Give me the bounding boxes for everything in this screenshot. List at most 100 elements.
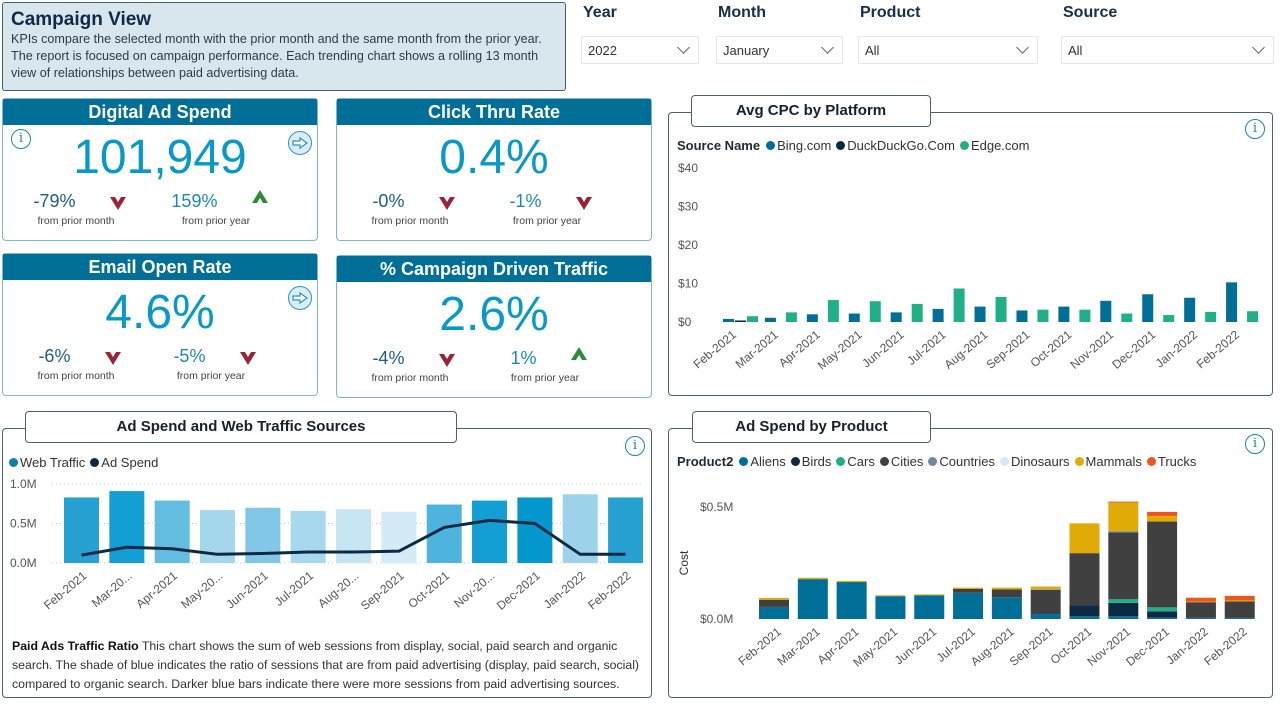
info-icon[interactable]: i <box>1245 119 1265 139</box>
dropdown-value: 2022 <box>588 42 617 58</box>
bar-segment-aliens-jan-2022 <box>1185 618 1216 619</box>
month-dropdown[interactable]: January <box>716 36 843 64</box>
x-tick-label: Dec-2021 <box>1109 327 1158 371</box>
avg-cpc-panel <box>668 112 1273 396</box>
bar-segment-aliens-oct-2021 <box>1069 616 1100 619</box>
kpi-title: Click Thru Rate <box>337 99 651 125</box>
x-tick-label: Dec-2021 <box>1123 624 1172 668</box>
bar-bing-com-jul-2021 <box>932 308 944 322</box>
bar-web-traffic-1 <box>109 491 145 563</box>
product-legend: Product2 Aliens Birds Cars Cities Countr… <box>677 454 1201 469</box>
y-tick-label: $0.0M <box>700 612 733 626</box>
prior-year-label: from prior year <box>176 370 246 382</box>
legend-item[interactable]: DuckDuckGo.Com <box>836 138 955 153</box>
kpi-prior-month: -4% from prior month <box>345 348 475 384</box>
prior-month-label: from prior month <box>371 215 449 227</box>
bar-segment-trucks-jan-2022 <box>1185 597 1216 602</box>
bar-edge-com-feb-2022 <box>1247 311 1259 322</box>
slicer-label: Year <box>583 4 617 21</box>
source-dropdown[interactable]: All <box>1061 36 1274 64</box>
prior-year-change: 1% <box>510 348 537 368</box>
bar-edge-com-jul-2021 <box>953 288 965 322</box>
legend-item[interactable]: Edge.com <box>959 138 1029 153</box>
arrow-down-icon <box>438 197 455 210</box>
y-tick-label: 0.5M <box>10 517 37 531</box>
legend-dot <box>928 457 938 466</box>
legend-label: Birds <box>801 454 832 469</box>
bar-bing-com-oct-2021 <box>1058 306 1070 322</box>
prior-year-change: -5% <box>173 346 206 366</box>
prior-year-label: from prior year <box>181 215 251 227</box>
info-icon[interactable]: i <box>1245 434 1265 454</box>
arrow-down-icon <box>109 197 126 210</box>
legend-dot <box>836 141 846 150</box>
x-tick-label: Oct-2021 <box>405 568 452 611</box>
x-tick-label: Jul-2021 <box>272 568 317 609</box>
bar-bing-com-dec-2021 <box>1142 294 1154 322</box>
legend-item[interactable]: Ad Spend <box>90 455 158 470</box>
bar-segment-mammals-dec-2021 <box>1147 515 1178 522</box>
info-icon[interactable]: i <box>625 436 645 456</box>
y-tick-label: $40 <box>678 161 698 175</box>
bar-web-traffic-5 <box>290 510 326 563</box>
legend-item[interactable]: Cities <box>879 454 923 469</box>
bar-segment-birds-sep-2021 <box>1030 613 1061 615</box>
caption-title: Paid Ads Traffic Ratio <box>12 639 139 653</box>
bar-bing-com-feb-2022 <box>1226 282 1238 322</box>
kpi-prior-year: 1% from prior year <box>480 347 610 384</box>
bar-segment-birds-dec-2021 <box>1147 611 1178 618</box>
page-title: Campaign View <box>11 9 152 30</box>
prior-month-change: -79% <box>33 191 76 211</box>
slicer-label: Source <box>1063 4 1118 21</box>
page-description: KPIs compare the selected month with the… <box>11 32 542 80</box>
bar-edge-com-apr-2021 <box>827 300 839 322</box>
bar-segment-mammals-jan-2022 <box>1185 601 1216 603</box>
product-dropdown[interactable]: All <box>858 36 1038 64</box>
kpi-card-click-thru-rate: Click Thru Rate 0.4% -0% from prior mont… <box>336 98 652 241</box>
bar-segment-aliens-nov-2021 <box>1108 616 1139 619</box>
legend-label: Bing.com <box>777 138 832 153</box>
bar-bing-com-may-2021 <box>848 313 860 322</box>
prior-month-label: from prior month <box>371 372 449 384</box>
legend-item[interactable]: Dinosaurs <box>1000 454 1070 469</box>
bar-segment-cities-dec-2021 <box>1147 521 1178 608</box>
x-tick-label: Apr-2021 <box>133 568 180 611</box>
bar-segment-aliens-jun-2021 <box>914 595 945 619</box>
bar-segment-birds-nov-2021 <box>1108 602 1139 617</box>
legend-item[interactable]: Mammals <box>1074 454 1142 469</box>
bar-web-traffic-6 <box>336 509 372 563</box>
legend-item[interactable]: Birds <box>790 454 832 469</box>
x-tick-label: Aug-20... <box>315 569 361 611</box>
bar-segment-cities-jul-2021 <box>953 588 984 593</box>
bar-segment-trucks-nov-2021 <box>1108 501 1139 503</box>
bar-segment-cars-nov-2021 <box>1108 599 1139 603</box>
x-tick-label: Feb-2022 <box>585 568 634 612</box>
legend-item[interactable]: Web Traffic <box>9 455 85 470</box>
y-tick-label: $30 <box>678 200 698 214</box>
arrow-right-icon[interactable] <box>288 131 312 155</box>
y-tick-label: $20 <box>678 238 698 252</box>
prior-year-change: -1% <box>509 191 542 211</box>
y-tick-label: $0.5M <box>700 500 733 514</box>
legend-label: Web Traffic <box>20 455 86 470</box>
legend-item[interactable]: Cars <box>836 454 875 469</box>
year-dropdown[interactable]: 2022 <box>581 36 699 64</box>
bar-bing-com-aug-2021 <box>974 306 986 322</box>
arrow-down-icon <box>239 352 256 365</box>
arrow-right-icon[interactable] <box>288 286 312 310</box>
prior-year-label: from prior year <box>512 215 582 227</box>
legend-item[interactable]: Countries <box>928 454 995 469</box>
kpi-prior-year: -1% from prior year <box>482 191 612 227</box>
legend-label: Aliens <box>750 454 786 469</box>
info-icon[interactable]: i <box>11 129 31 149</box>
legend-label: Cars <box>847 454 875 469</box>
x-tick-label: Nov-2021 <box>1067 327 1116 371</box>
caption-text: This chart shows the sum of web sessions… <box>12 639 640 691</box>
legend-item[interactable]: Trucks <box>1146 454 1196 469</box>
legend-item[interactable]: Bing.com <box>766 138 831 153</box>
x-tick-label: Sep-2021 <box>984 327 1033 371</box>
legend-item[interactable]: Aliens <box>739 454 786 469</box>
kpi-title: Email Open Rate <box>3 254 317 280</box>
dropdown-value: All <box>1068 42 1083 58</box>
bar-segment-cities-sep-2021 <box>1030 589 1061 614</box>
